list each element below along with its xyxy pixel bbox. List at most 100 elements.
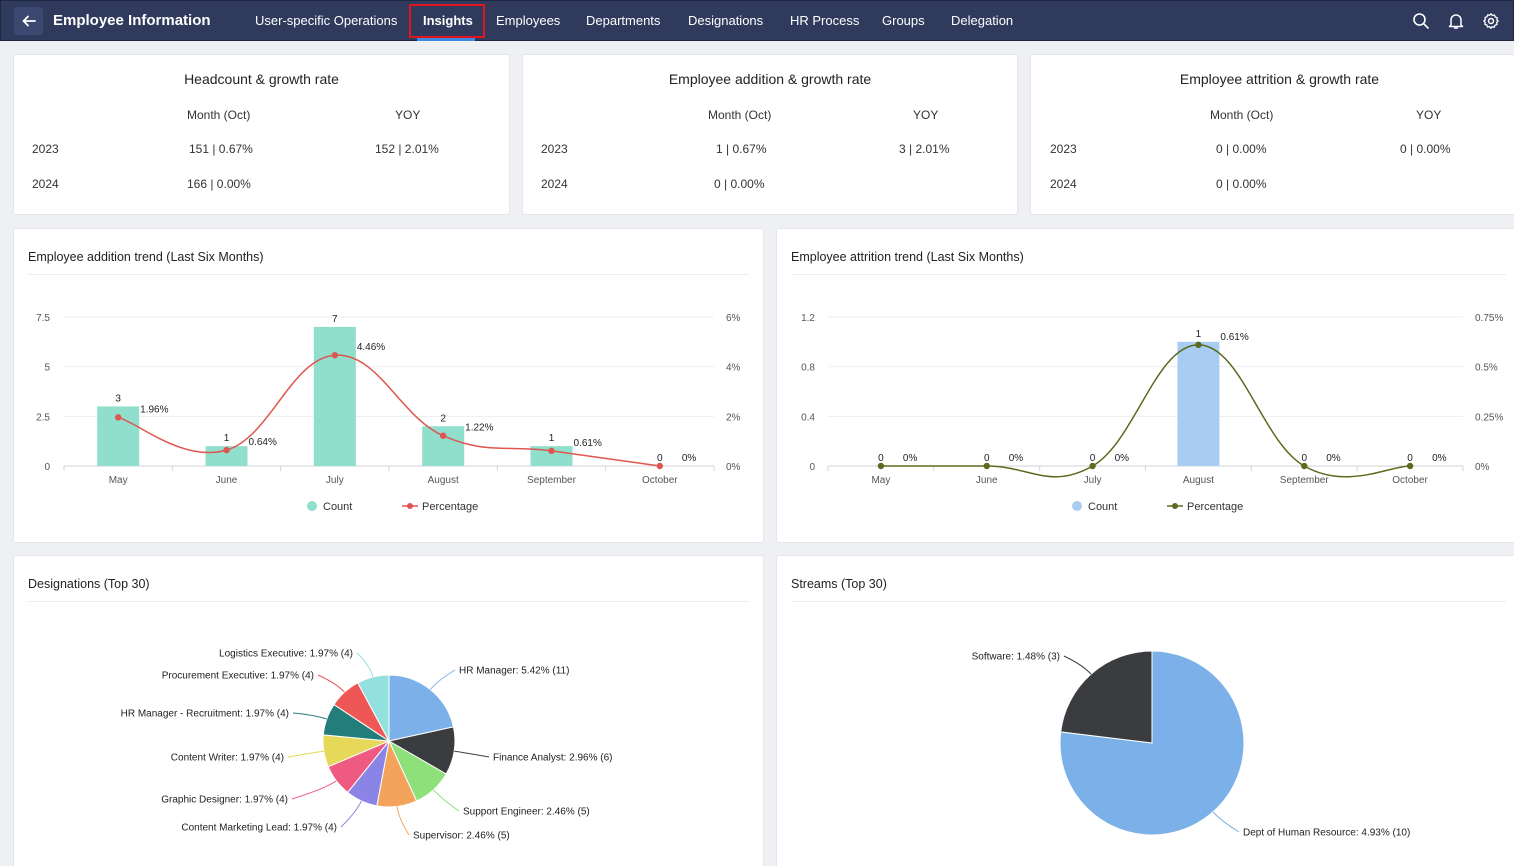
x-tick-label: May [109, 475, 128, 486]
col-month-header: Month (Oct) [187, 108, 251, 122]
top-bar: Employee Information User-specific Opera… [0, 0, 1514, 41]
attrition-trend-chart: 0 0.4 0.8 1.2 0% 0.25% 0.5% 0.75% 0 0 0 1 0 0 0% 0% 0% 0.… [801, 313, 1503, 513]
attrition-trend-card: Employee attrition trend (Last Six Month… [776, 228, 1514, 543]
col-yoy-header: YOY [395, 108, 421, 122]
x-tick-label: September [1280, 475, 1330, 486]
percentage-point [1089, 462, 1096, 470]
percentage-point [439, 432, 447, 439]
arrow-left-icon [22, 15, 36, 27]
search-icon[interactable] [1412, 12, 1430, 30]
legend-count-label: Count [1088, 501, 1117, 513]
designations-card: Designations (Top 30) HR Manager: 5.42% … [13, 555, 764, 866]
legend-percentage-swatch [1172, 503, 1178, 509]
pie-connector [1063, 655, 1092, 675]
percentage-data-label: 0% [1115, 453, 1130, 464]
month-value: 166 | 0.00% [187, 177, 251, 191]
row-year: 2024 [1050, 177, 1077, 191]
x-tick-label: July [326, 475, 344, 486]
y-tick-label: 5 [44, 363, 50, 374]
divider [28, 601, 749, 602]
pie-slice-label: Dept of Human Resource: 4.93% (10) [1243, 828, 1410, 839]
y2-tick-label: 0.25% [1475, 412, 1503, 423]
pie-slice-label: Procurement Executive: 1.97% (4) [162, 671, 314, 682]
percentage-data-label: 1.96% [140, 404, 168, 415]
percentage-data-label: 0.61% [1220, 332, 1248, 343]
month-value: 151 | 0.67% [189, 142, 253, 156]
legend-percentage-label: Percentage [422, 501, 478, 513]
tab-delegation[interactable]: Delegation [951, 13, 1014, 28]
row-year: 2024 [541, 177, 568, 191]
month-value: 1 | 0.67% [716, 142, 767, 156]
y-tick-label: 7.5 [36, 313, 50, 324]
x-tick-label: September [527, 475, 577, 486]
col-month-header: Month (Oct) [1210, 108, 1274, 122]
count-data-label: 7 [332, 314, 338, 325]
y-tick-label: 0 [809, 462, 815, 473]
addition-trend-card: Employee addition trend (Last Six Months… [13, 228, 764, 543]
pie-slice-label: Support Engineer: 2.46% (5) [463, 807, 590, 818]
yoy-value: 3 | 2.01% [899, 142, 950, 156]
col-month-header: Month (Oct) [708, 108, 772, 122]
col-yoy-header: YOY [913, 108, 939, 122]
tab-designations[interactable]: Designations [688, 13, 764, 28]
percentage-point [656, 462, 664, 470]
count-data-label: 0 [657, 453, 663, 464]
tab-groups[interactable]: Groups [882, 13, 925, 28]
tab-hr-process[interactable]: HR Process [790, 13, 860, 28]
pie-connector [356, 652, 374, 678]
count-data-label: 0 [1301, 453, 1307, 464]
bell-icon[interactable] [1447, 12, 1465, 30]
percentage-line [117, 354, 660, 467]
legend-count-swatch [1072, 501, 1082, 511]
x-tick-label: August [428, 475, 459, 486]
count-bar [422, 426, 465, 466]
streams-pie-chart: Dept of Human Resource: 4.93% (10) Softwa… [972, 650, 1410, 839]
x-tick-label: June [216, 475, 238, 486]
x-tick-label: July [1084, 475, 1102, 486]
y2-tick-label: 0.75% [1475, 313, 1503, 324]
percentage-data-label: 4.46% [357, 342, 385, 353]
month-value: 0 | 0.00% [1216, 177, 1267, 191]
percentage-data-label: 0% [1326, 453, 1341, 464]
legend-percentage-swatch [407, 503, 413, 509]
chart-title: Employee attrition trend (Last Six Month… [791, 250, 1024, 264]
x-tick-label: August [1183, 475, 1214, 486]
percentage-point [223, 446, 230, 454]
count-bar [205, 446, 248, 466]
percentage-point [1406, 462, 1414, 470]
y2-tick-label: 0% [726, 462, 741, 473]
pie-connector [396, 806, 410, 836]
tab-departments[interactable]: Departments [586, 13, 661, 28]
percentage-data-label: 0% [1009, 453, 1024, 464]
chart-title: Streams (Top 30) [791, 577, 887, 591]
addition-card: Employee addition & growth rate Month (O… [522, 54, 1018, 215]
pie-slice-label: Content Writer: 1.97% (4) [171, 753, 284, 764]
x-tick-label: October [642, 475, 678, 486]
percentage-data-label: 1.22% [465, 423, 493, 434]
y2-tick-label: 0.5% [1475, 363, 1498, 374]
percentage-point [877, 462, 885, 470]
y-tick-label: 2.5 [36, 412, 50, 423]
gear-icon[interactable] [1482, 12, 1500, 30]
percentage-data-label: 0% [903, 453, 918, 464]
designations-pie-chart: HR Manager: 5.42% (11) Finance Analyst: 2… [121, 649, 613, 842]
percentage-data-label: 0% [682, 453, 697, 464]
divider [791, 274, 1506, 275]
pie-slice-label: Supervisor: 2.46% (5) [413, 831, 510, 842]
count-data-label: 0 [1407, 453, 1413, 464]
pie-slice-label: HR Manager - Recruitment: 1.97% (4) [121, 709, 289, 720]
divider [28, 274, 749, 275]
y-tick-label: 0.8 [801, 363, 815, 374]
pie-slice [1060, 650, 1153, 744]
percentage-data-label: 0% [1432, 453, 1447, 464]
tab-user-specific-operations[interactable]: User-specific Operations [255, 13, 398, 28]
row-year: 2023 [1050, 142, 1077, 156]
percentage-point [114, 414, 122, 421]
active-tab-underline [417, 38, 475, 41]
y2-tick-label: 6% [726, 313, 741, 324]
row-year: 2024 [32, 177, 59, 191]
back-button[interactable] [14, 7, 43, 35]
tab-insights[interactable]: Insights [423, 13, 473, 28]
tab-employees[interactable]: Employees [496, 13, 561, 28]
month-value: 0 | 0.00% [1216, 142, 1267, 156]
